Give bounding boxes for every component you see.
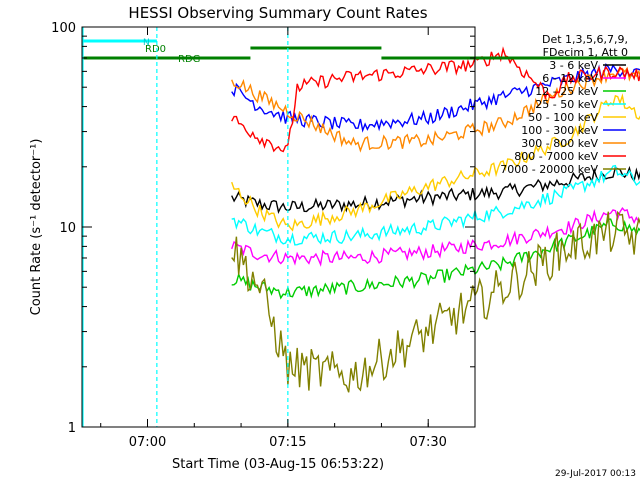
- legend: Det 1,3,5,6,7,9, FDecim 1, Att 0 3 - 6 k…: [500, 33, 628, 176]
- rdg-marker-label: RDG: [178, 54, 200, 65]
- legend-label-4: 25 - 50 keV: [535, 98, 598, 111]
- x-tick-label-1: 07:15: [269, 435, 306, 450]
- y-tick-label-0: 1: [68, 421, 76, 436]
- y-tick-label-1: 10: [59, 221, 76, 236]
- x-tick-label-2: 07:30: [409, 435, 446, 450]
- legend-header-line-2: FDecim 1, Att 0: [543, 46, 628, 59]
- x-axis: 07:00 07:15 07:30: [100, 27, 476, 450]
- series-line-6: [231, 62, 640, 133]
- series-line-9: [231, 210, 640, 393]
- legend-label-3: 12 - 25 keV: [535, 85, 598, 98]
- n-marker-label: N: [143, 38, 150, 48]
- legend-label-6: 100 - 300 keV: [521, 124, 598, 137]
- series-line-2: [231, 207, 640, 267]
- x-tick-label-0: 07:00: [129, 435, 166, 450]
- legend-label-1: 3 - 6 keV: [549, 59, 598, 72]
- legend-header-line-1: Det 1,3,5,6,7,9,: [542, 33, 628, 46]
- series-line-5: [231, 93, 640, 232]
- series-layer: [231, 46, 640, 393]
- series-line-8: [231, 46, 640, 153]
- chart-title: HESSI Observing Summary Count Rates: [128, 4, 427, 22]
- y-axis: 1 10 100: [51, 21, 475, 436]
- series-line-7: [231, 66, 640, 153]
- series-line-4: [231, 164, 640, 246]
- legend-label-8: 800 - 7000 keV: [514, 150, 598, 163]
- rd0-marker-label: RD0: [145, 44, 166, 55]
- legend-label-2: 6 - 12 keV: [542, 72, 598, 85]
- legend-label-5: 50 - 100 keV: [528, 111, 598, 124]
- y-axis-label: Count Rate (s⁻¹ detector⁻¹): [29, 139, 44, 316]
- x-axis-label: Start Time (03-Aug-15 06:53:22): [172, 457, 384, 472]
- series-line-3: [231, 218, 640, 300]
- legend-label-7: 300 - 800 keV: [521, 137, 598, 150]
- y-tick-label-2: 100: [51, 21, 76, 36]
- footer-timestamp: 29-Jul-2017 00:13: [555, 469, 636, 479]
- series-line-1: [231, 165, 640, 215]
- legend-label-9: 7000 - 20000 keV: [500, 163, 598, 176]
